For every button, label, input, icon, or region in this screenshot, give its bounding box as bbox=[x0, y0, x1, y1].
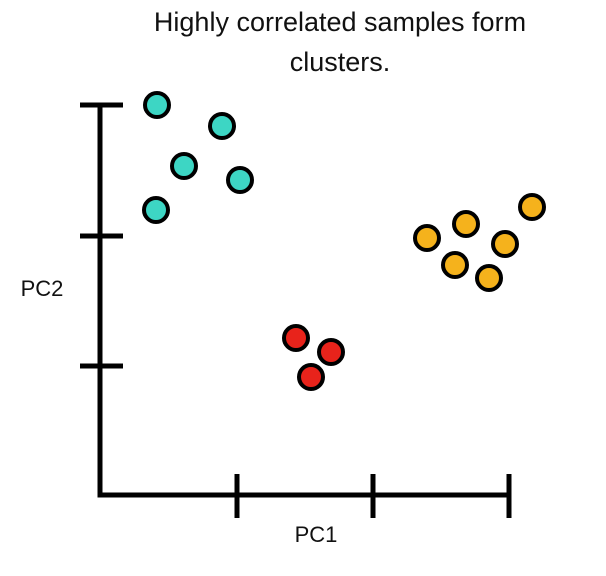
sample bbox=[170, 152, 198, 180]
axes bbox=[80, 102, 512, 518]
x-axis-label: PC1 bbox=[295, 522, 338, 547]
sample bbox=[317, 338, 345, 366]
sample bbox=[208, 112, 236, 140]
sample bbox=[413, 224, 441, 252]
cluster-teal bbox=[142, 91, 254, 224]
sample bbox=[475, 264, 503, 292]
sample bbox=[226, 166, 254, 194]
y-axis-label: PC2 bbox=[21, 276, 64, 301]
sample bbox=[518, 193, 546, 221]
title: Highly correlated samples form clusters. bbox=[153, 7, 527, 77]
cluster-orange bbox=[413, 193, 546, 292]
sample bbox=[143, 91, 171, 119]
sample bbox=[282, 324, 310, 352]
axis-lines bbox=[97, 103, 510, 498]
sample bbox=[491, 230, 519, 258]
sample bbox=[452, 210, 480, 238]
cluster-red bbox=[282, 324, 345, 391]
sample bbox=[297, 363, 325, 391]
sample bbox=[441, 251, 469, 279]
sample bbox=[142, 196, 170, 224]
